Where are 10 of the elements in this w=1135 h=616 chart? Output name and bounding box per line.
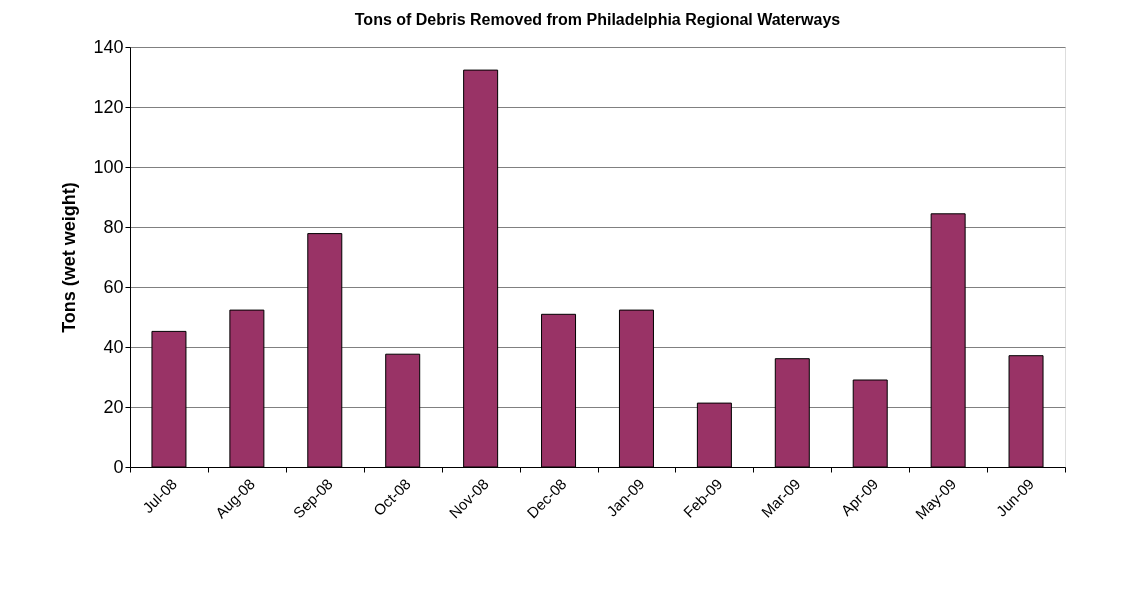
y-tick-label: 140: [93, 36, 124, 57]
y-tick-label: 20: [103, 396, 124, 417]
y-tick-label: 100: [93, 156, 124, 177]
y-tick-label: 80: [103, 216, 124, 237]
y-tick-label: 60: [103, 276, 124, 297]
y-tick-label: 0: [113, 456, 124, 477]
chart-title: Tons of Debris Removed from Philadelphia Regional Waterways: [354, 11, 841, 28]
y-tick-label: 40: [103, 336, 124, 357]
y-axis-title: Tons (wet weight): [59, 182, 80, 333]
y-tick-label: 120: [93, 96, 124, 117]
